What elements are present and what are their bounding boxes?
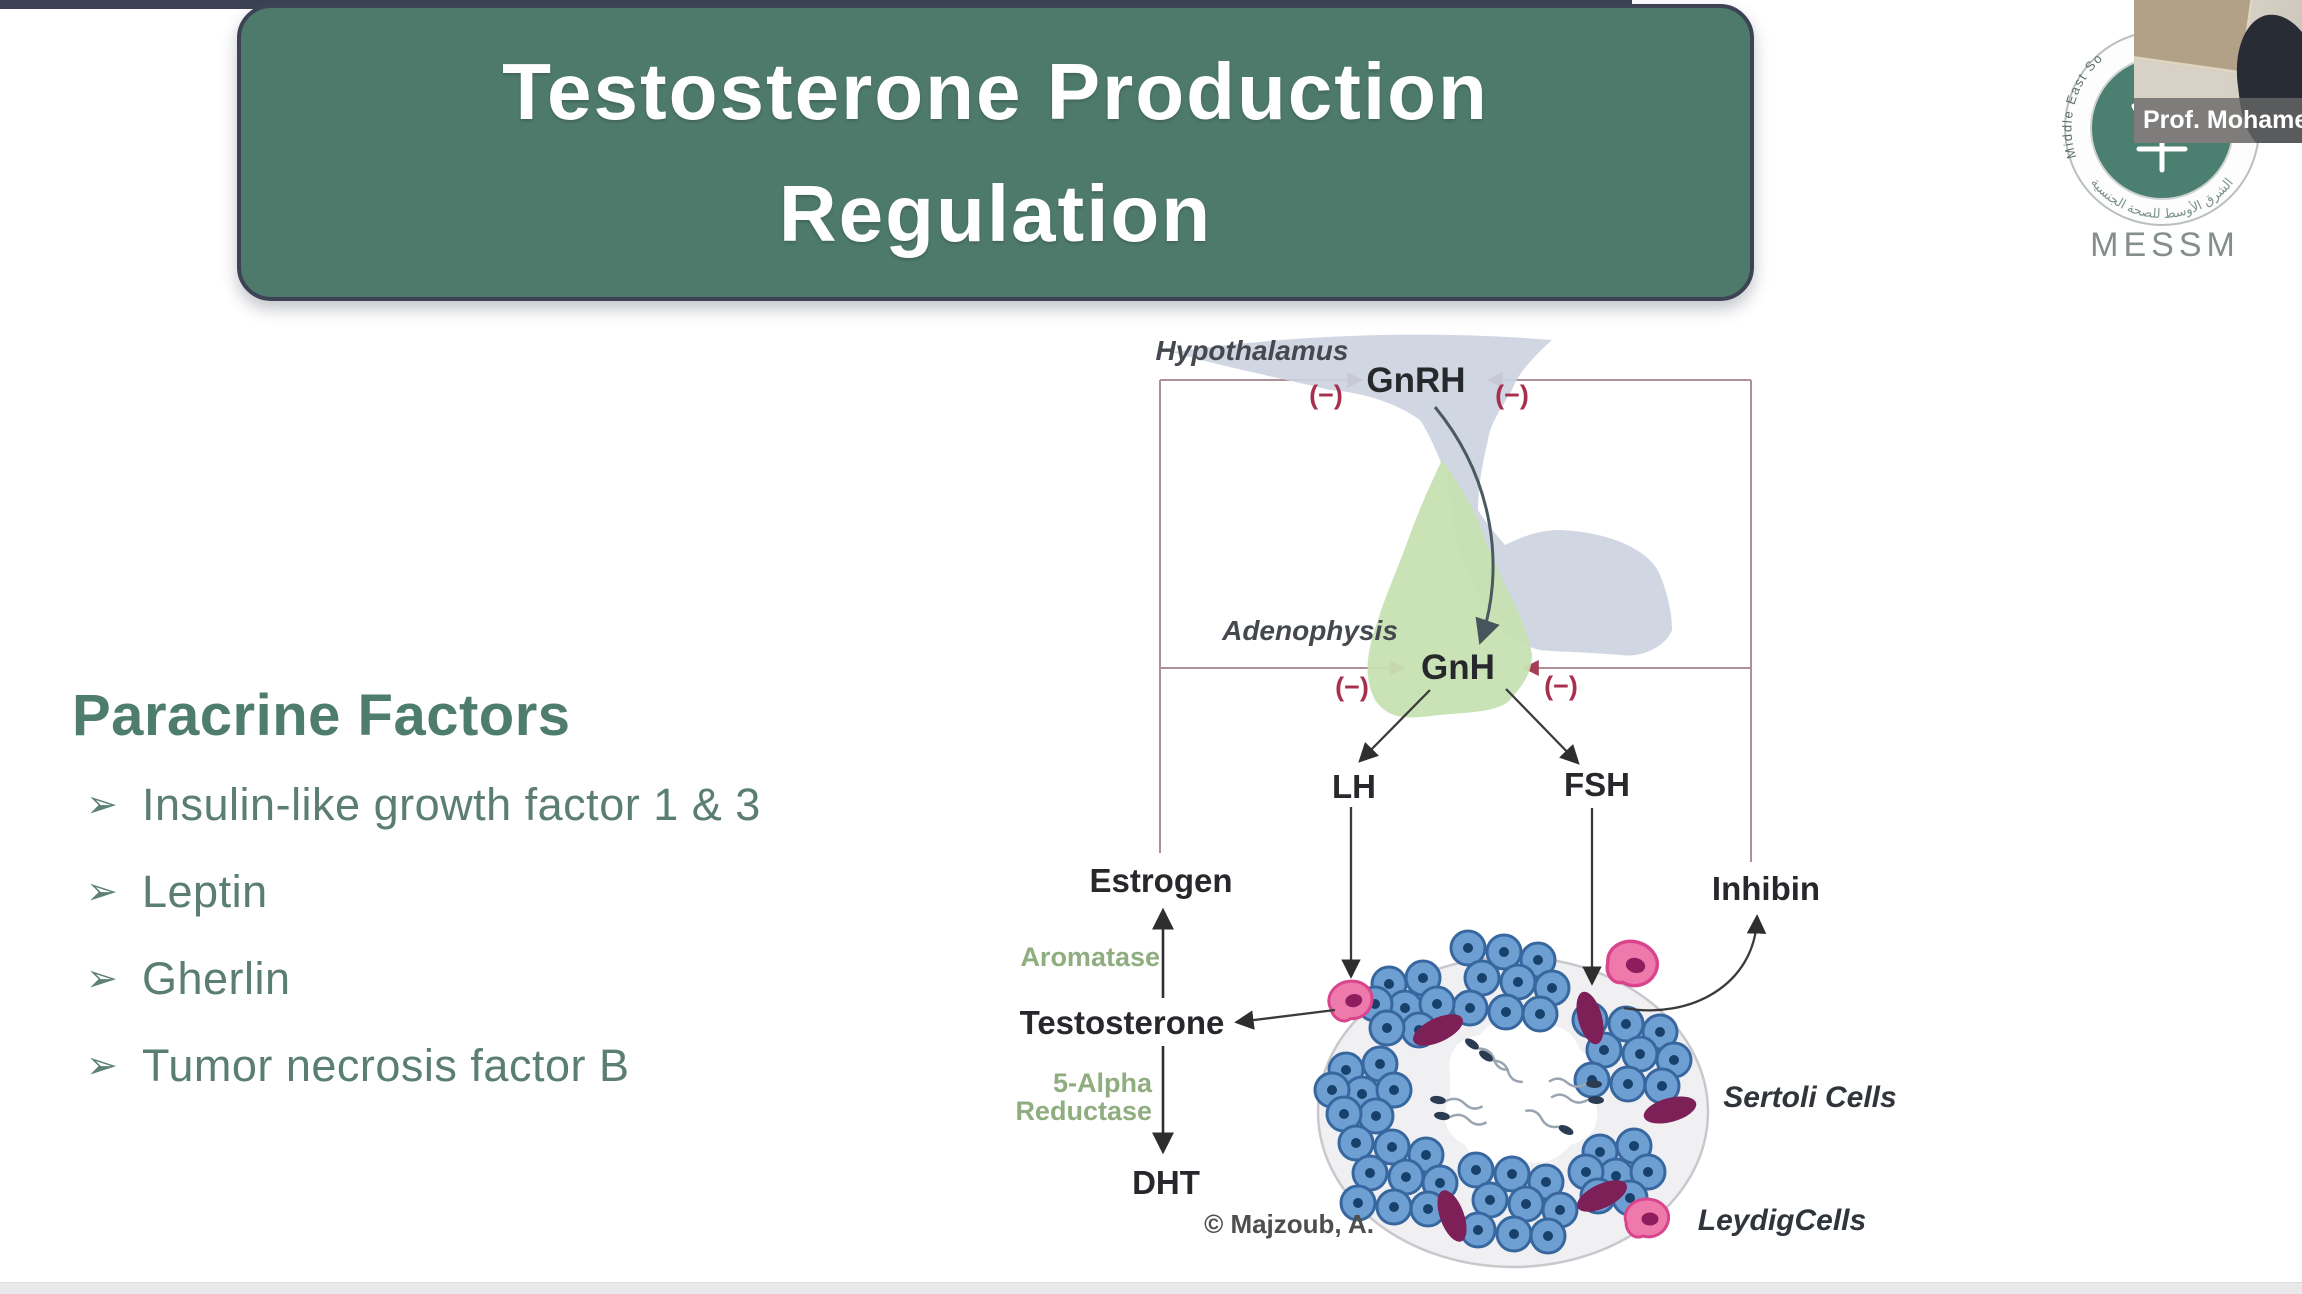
arrow-bullet-icon: ➢ — [86, 1044, 118, 1087]
label-testosterone: Testosterone — [1020, 1004, 1225, 1041]
label-inhibin: Inhibin — [1712, 870, 1820, 907]
label-gnrh: GnRH — [1366, 361, 1465, 400]
arrow-gnh-to-lh — [1358, 689, 1431, 763]
label-reductase: Reductase — [1015, 1096, 1152, 1126]
title-banner: Testosterone Production Regulation — [237, 4, 1754, 301]
arrow-leydig-to-testosterone — [1234, 1008, 1336, 1030]
bullet-text: Tumor necrosis factor B — [142, 1039, 630, 1091]
negative-sign-bottom-left: (−) — [1335, 672, 1369, 702]
arrow-bullet-icon: ➢ — [86, 870, 118, 913]
attribution-text: © Majzoub, A. — [1204, 1209, 1374, 1239]
label-adenophysis: Adenophysis — [1221, 615, 1398, 646]
list-item: ➢ Gherlin — [86, 935, 761, 1022]
label-leydig-cells: LeydigCells — [1698, 1204, 1866, 1237]
label-dht: DHT — [1132, 1164, 1200, 1201]
webcam-tile[interactable]: Prof. Mohamed A — [2134, 0, 2302, 143]
slide-title-line1: Testosterone Production — [502, 46, 1489, 136]
negative-sign-top-left: (−) — [1309, 380, 1343, 410]
list-item: ➢ Leptin — [86, 848, 761, 935]
label-sertoli-cells: Sertoli Cells — [1723, 1081, 1896, 1114]
sertoli-cell-nuclei — [1413, 991, 1697, 1242]
label-gnh: GnH — [1421, 648, 1495, 687]
label-aromatase: Aromatase — [1020, 942, 1160, 972]
hypothalamus-shape — [1172, 334, 1672, 656]
seminiferous-tubule — [1315, 931, 1710, 1269]
hormone-arrows — [1234, 688, 1767, 1030]
list-item: ➢ Tumor necrosis factor B — [86, 1022, 761, 1109]
bullet-text: Gherlin — [142, 952, 291, 1004]
arrow-bullet-icon: ➢ — [86, 957, 118, 1000]
arrow-bullet-icon: ➢ — [86, 783, 118, 826]
arrow-gnrh-to-gnh — [1433, 406, 1500, 645]
slide-title-line2: Regulation — [778, 168, 1213, 258]
bullet-text: Leptin — [142, 865, 268, 917]
section-heading: Paracrine Factors — [72, 683, 571, 748]
arrow-tubule-to-inhibin — [1623, 914, 1767, 1012]
bullet-text: Insulin-like growth factor 1 & 3 — [142, 778, 761, 830]
negative-sign-bottom-right: (−) — [1544, 671, 1578, 701]
leydig-cell — [1623, 1197, 1671, 1239]
bullet-list: ➢ Insulin-like growth factor 1 & 3 ➢ Lep… — [86, 761, 761, 1109]
list-item: ➢ Insulin-like growth factor 1 & 3 — [86, 761, 761, 848]
label-fsh: FSH — [1564, 766, 1630, 803]
hpg-axis-diagram: Hypothalamus GnRH (−) (−) Adenophysis Gn… — [1015, 334, 1897, 1269]
anterior-pituitary-shape — [1367, 460, 1532, 718]
participant-name-label: Prof. Mohamed A — [2134, 98, 2302, 143]
label-hypothalamus: Hypothalamus — [1156, 335, 1349, 366]
label-5-alpha: 5-Alpha — [1053, 1068, 1153, 1098]
slide-bottom-edge — [0, 1282, 2302, 1294]
label-estrogen: Estrogen — [1089, 862, 1232, 899]
logo-acronym: MESSM — [2090, 226, 2240, 264]
label-lh: LH — [1332, 768, 1376, 805]
arrow-gnh-to-fsh — [1505, 688, 1580, 765]
negative-sign-top-right: (−) — [1495, 380, 1529, 410]
